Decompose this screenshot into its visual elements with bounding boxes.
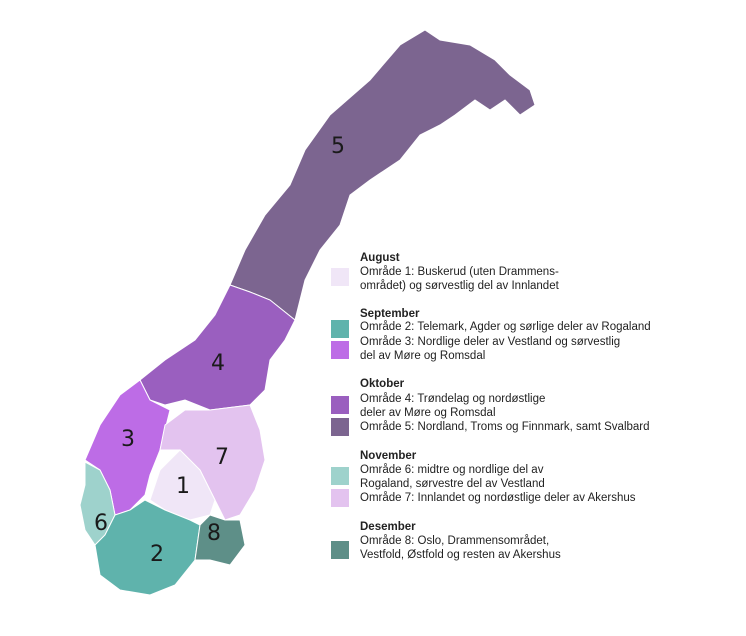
- region-label-6: 6: [94, 511, 108, 536]
- legend-swatch-4: [331, 396, 349, 414]
- legend-month-august: August: [360, 252, 400, 264]
- legend-item-4-line-1: Område 4: Trøndelag og nordøstlige: [360, 393, 546, 405]
- legend-item-4-line-2: deler av Møre og Romsdal: [360, 407, 496, 419]
- legend-item-8-line-2: Vestfold, Østfold og resten av Akershus: [360, 549, 561, 561]
- region-label-1: 1: [176, 474, 190, 499]
- legend-swatch-3: [331, 341, 349, 359]
- region-label-5: 5: [331, 134, 345, 159]
- legend-item-7-line-1: Område 7: Innlandet og nordøstlige deler…: [360, 492, 636, 504]
- legend-month-september: September: [360, 308, 420, 320]
- legend-item-8-line-1: Område 8: Oslo, Drammensområdet,: [360, 535, 550, 547]
- legend-item-3-line-2: del av Møre og Romsdal: [360, 350, 486, 362]
- legend-month-november: November: [360, 450, 417, 462]
- region-label-4: 4: [211, 351, 225, 376]
- legend-item-6-line-2: Rogaland, sørvestre del av Vestland: [360, 478, 545, 490]
- legend-item-3-line-1: Område 3: Nordlige deler av Vestland og …: [360, 336, 621, 348]
- region-label-3: 3: [121, 427, 135, 452]
- legend-month-oktober: Oktober: [360, 378, 405, 390]
- legend-swatch-6: [331, 467, 349, 485]
- legend-item-6-line-1: Område 6: midtre og nordlige del av: [360, 464, 544, 476]
- legend-item-1-line-1: Område 1: Buskerud (uten Drammens-: [360, 266, 559, 278]
- legend-swatch-1: [331, 268, 349, 286]
- legend-item-5-line-1: Område 5: Nordland, Troms og Finnmark, s…: [360, 421, 650, 433]
- region-label-7: 7: [215, 445, 229, 470]
- region-label-2: 2: [150, 542, 164, 567]
- legend-month-desember: Desember: [360, 521, 416, 533]
- legend-item-1-line-2: området) og sørvestlig del av Innlandet: [360, 280, 559, 292]
- region-4: [139, 284, 296, 411]
- region-8: [194, 514, 246, 566]
- legend-swatch-7: [331, 489, 349, 507]
- legend-swatch-5: [331, 418, 349, 436]
- legend-swatch-2: [331, 320, 349, 338]
- region-label-8: 8: [207, 521, 221, 546]
- legend-item-2-line-1: Område 2: Telemark, Agder og sørlige del…: [360, 321, 651, 333]
- legend-swatch-8: [331, 541, 349, 559]
- region-5: [229, 29, 536, 321]
- region-2: [94, 499, 201, 596]
